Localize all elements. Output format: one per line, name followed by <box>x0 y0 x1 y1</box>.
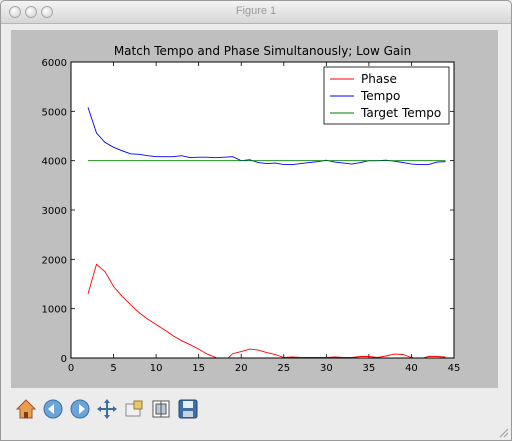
x-tick-label: 25 <box>277 363 290 374</box>
y-tick-label: 6000 <box>42 58 67 69</box>
axes-frame <box>70 61 455 359</box>
series-line-phase <box>87 263 446 358</box>
y-tick-label: 5000 <box>42 107 67 118</box>
pan-icon <box>97 399 117 419</box>
navigation-toolbar <box>11 395 311 427</box>
x-tick-label: 40 <box>405 363 418 374</box>
legend-label: Tempo <box>360 89 400 103</box>
home-button[interactable] <box>14 397 38 421</box>
y-tick-label: 1000 <box>42 305 67 316</box>
chart-title: Match Tempo and Phase Simultanously; Low… <box>114 44 411 58</box>
figure-canvas: Match Tempo and Phase Simultanously; Low… <box>11 30 498 388</box>
resize-grip-icon[interactable] <box>497 426 509 438</box>
x-tick-label: 20 <box>235 363 248 374</box>
y-tick-label: 0 <box>61 354 67 365</box>
y-tick-label: 2000 <box>42 255 67 266</box>
x-tick-label: 45 <box>448 363 461 374</box>
save-button[interactable] <box>176 397 200 421</box>
back-button[interactable] <box>41 397 65 421</box>
zoom-icon <box>125 400 143 417</box>
line-chart: Match Tempo and Phase Simultanously; Low… <box>42 44 461 374</box>
x-tick-label: 0 <box>68 363 74 374</box>
home-icon <box>15 399 37 419</box>
minimize-window-button[interactable] <box>25 6 37 18</box>
x-tick-label: 30 <box>320 363 333 374</box>
subplots-icon <box>152 400 170 418</box>
pan-button[interactable] <box>95 397 119 421</box>
title-bar[interactable]: Figure 1 <box>1 1 511 24</box>
x-tick-label: 15 <box>192 363 205 374</box>
close-window-button[interactable] <box>9 6 21 18</box>
zoom-window-button[interactable] <box>41 6 53 18</box>
series-line-tempo <box>87 107 446 166</box>
subplots-button[interactable] <box>149 397 173 421</box>
legend-label: Target Tempo <box>360 106 441 120</box>
window-title: Figure 1 <box>235 5 277 17</box>
back-icon <box>43 399 63 419</box>
zoom-rect-button[interactable] <box>122 397 146 421</box>
y-tick-label: 3000 <box>42 206 67 217</box>
x-tick-label: 10 <box>150 363 163 374</box>
x-tick-label: 35 <box>363 363 376 374</box>
forward-icon <box>70 399 90 419</box>
forward-button[interactable] <box>68 397 92 421</box>
legend-label: Phase <box>361 72 397 86</box>
save-icon <box>178 399 198 419</box>
y-tick-label: 4000 <box>42 157 67 168</box>
x-tick-label: 5 <box>110 363 116 374</box>
